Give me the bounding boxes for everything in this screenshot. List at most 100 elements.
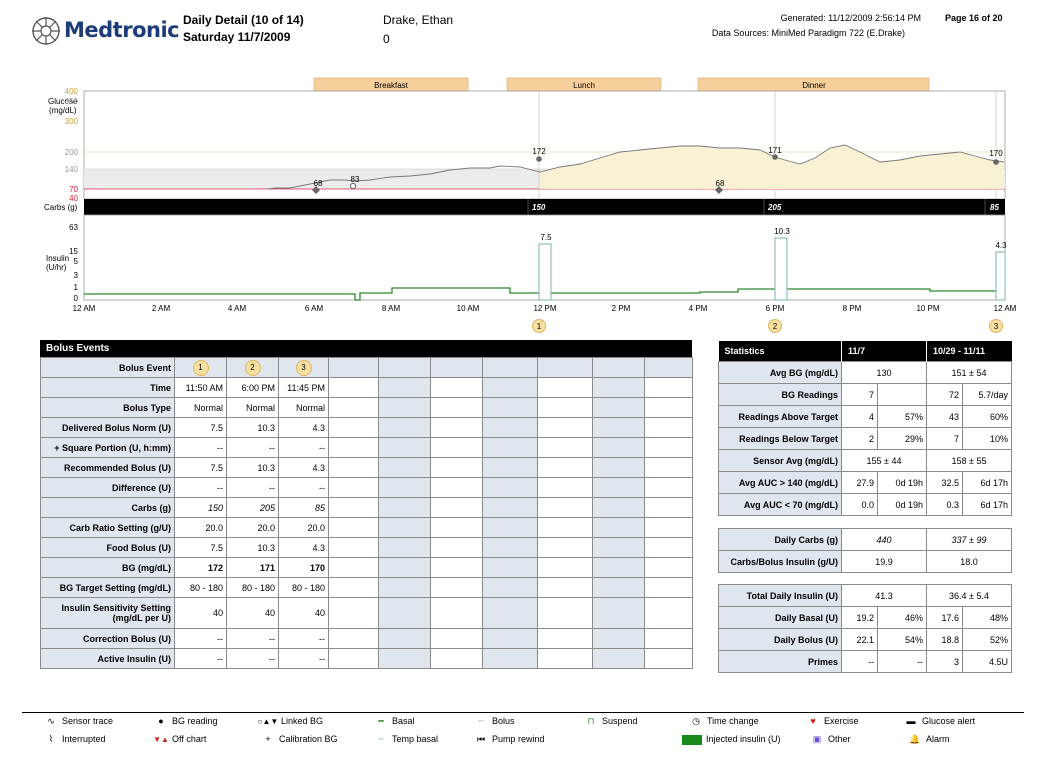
- bolus-cell: 150: [174, 497, 227, 518]
- legend-off-chart: ▼▲ Off chart: [153, 734, 207, 744]
- bolus-empty-cell: [644, 648, 693, 669]
- logo: Medtronic: [30, 15, 180, 47]
- stat-label: Avg AUC < 70 (mg/dL): [718, 493, 842, 516]
- bolus-cell: 2: [226, 357, 279, 378]
- stat-extra-range: 6d 17h: [962, 493, 1012, 516]
- bolus-empty-cell: [482, 397, 538, 418]
- bolus-cell: --: [226, 477, 279, 498]
- bolus-empty-cell: [430, 557, 483, 578]
- bolus-cell: --: [174, 628, 227, 649]
- bolus-cell: 40: [226, 597, 279, 629]
- bolus-row: Correction Bolus (U) -- -- --: [40, 628, 693, 649]
- bolus-row-label: Difference (U): [40, 477, 175, 498]
- bolus-cell: 7.5: [174, 457, 227, 478]
- stat-extra-day: 54%: [877, 628, 927, 651]
- bolus-event-marker-label: 1: [537, 322, 542, 331]
- bolus-empty-cell: [328, 437, 379, 458]
- bolus-row: Active Insulin (U) -- -- --: [40, 648, 693, 669]
- stat-row: Readings Above Target 4 57% 43 60%: [718, 405, 1012, 428]
- patient-id: 0: [383, 32, 390, 46]
- bolus-empty-cell: [592, 437, 645, 458]
- bolus-empty-cell: [482, 437, 538, 458]
- bolus-empty-cell: [378, 648, 431, 669]
- bolus-row: Recommended Bolus (U) 7.5 10.3 4.3: [40, 457, 693, 478]
- bolus-cell: --: [278, 437, 329, 458]
- bolus-empty-cell: [592, 357, 645, 378]
- bolus-empty-cell: [592, 477, 645, 498]
- stat-value-day: 130: [841, 361, 927, 384]
- data-sources: Data Sources: MiniMed Paradigm 722 (E.Dr…: [711, 28, 905, 38]
- bolus-empty-cell: [644, 377, 693, 398]
- stat-value-range: 18.8: [926, 628, 963, 651]
- stat-extra-range: 48%: [962, 606, 1012, 629]
- insulin-stats-table: Total Daily Insulin (U) 41.3 36.4 ± 5.4 Dai…: [718, 584, 1012, 673]
- bolus-cell: 20.0: [174, 517, 227, 538]
- bg-reading-label: 68: [716, 179, 725, 188]
- glucose-tick: 140: [65, 165, 79, 174]
- bolus-empty-cell: [592, 397, 645, 418]
- stat-value-range: 337 ± 99: [926, 528, 1012, 551]
- legend-exercise: ♥ Exercise: [804, 716, 858, 726]
- bolus-row-label: Food Bolus (U): [40, 537, 175, 558]
- stat-value-range: 0.3: [926, 493, 963, 516]
- x-tick-label: 12 PM: [533, 304, 556, 313]
- bg-readings: 68 83 172 68 171 170: [312, 146, 1003, 194]
- bolus-bar-label: 4.3: [995, 241, 1007, 250]
- bolus-empty-cell: [328, 457, 379, 478]
- bolus-cell: 4.3: [278, 537, 329, 558]
- bolus-empty-cell: [378, 397, 431, 418]
- bolus-cell: 11:50 AM: [174, 377, 227, 398]
- bolus-empty-cell: [430, 477, 483, 498]
- bolus-row-label: Bolus Type: [40, 397, 175, 418]
- bolus-cell: 7.5: [174, 417, 227, 438]
- bolus-event-marker: [989, 319, 1003, 333]
- bolus-empty-cell: [378, 497, 431, 518]
- bolus-empty-cell: [537, 597, 593, 629]
- glucose-alert-icon: ▬: [906, 716, 916, 726]
- insulin-tick: 15: [69, 247, 78, 256]
- carbs-value: 205: [767, 203, 782, 212]
- bg-reading-label: 172: [532, 147, 546, 156]
- stat-label: Sensor Avg (mg/dL): [718, 449, 842, 472]
- stat-label: Total Daily Insulin (U): [718, 584, 842, 607]
- x-tick-label: 10 PM: [916, 304, 939, 313]
- glucose-tick: 300: [65, 117, 79, 126]
- legend-time-change: ◷ Time change: [687, 716, 759, 727]
- stat-value-day: --: [841, 650, 878, 673]
- carbs-band: [84, 199, 1005, 215]
- stat-value-range: 18.0: [926, 550, 1012, 573]
- bg-reading-marker: [312, 186, 320, 194]
- bolus-cell: Normal: [278, 397, 329, 418]
- x-tick-label: 12 AM: [73, 304, 96, 313]
- bolus-row: Delivered Bolus Norm (U) 7.5 10.3 4.3: [40, 417, 693, 438]
- stat-value-day: 19.2: [841, 606, 878, 629]
- stat-value-range: 3: [926, 650, 963, 673]
- stat-value-day: 41.3: [841, 584, 927, 607]
- bolus-cell: 172: [174, 557, 227, 578]
- bolus-empty-cell: [644, 457, 693, 478]
- bolus-row: Difference (U) -- -- --: [40, 477, 693, 498]
- bolus-empty-cell: [592, 457, 645, 478]
- bolus-empty-cell: [378, 577, 431, 598]
- bg-reading-label: 83: [351, 175, 360, 184]
- bolus-cell: 10.3: [226, 457, 279, 478]
- bolus-empty-cell: [537, 648, 593, 669]
- bolus-empty-cell: [482, 557, 538, 578]
- linked-bg-icon: ○▲▼: [257, 717, 279, 726]
- bolus-empty-cell: [537, 357, 593, 378]
- x-tick-label: 4 AM: [228, 304, 247, 313]
- bolus-empty-cell: [592, 577, 645, 598]
- bolus-empty-cell: [482, 517, 538, 538]
- stat-extra-day: 46%: [877, 606, 927, 629]
- stat-value-day: 22.1: [841, 628, 878, 651]
- bolus-empty-cell: [430, 597, 483, 629]
- insulin-tick: 1: [74, 283, 79, 292]
- bolus-empty-cell: [378, 537, 431, 558]
- stat-extra-day: [877, 383, 927, 406]
- bolus-cell: --: [174, 648, 227, 669]
- injected-insulin-icon: [682, 734, 702, 745]
- bolus-empty-cell: [378, 517, 431, 538]
- stat-label: Daily Carbs (g): [718, 528, 842, 551]
- stat-extra-range: 60%: [962, 405, 1012, 428]
- bolus-empty-cell: [644, 357, 693, 378]
